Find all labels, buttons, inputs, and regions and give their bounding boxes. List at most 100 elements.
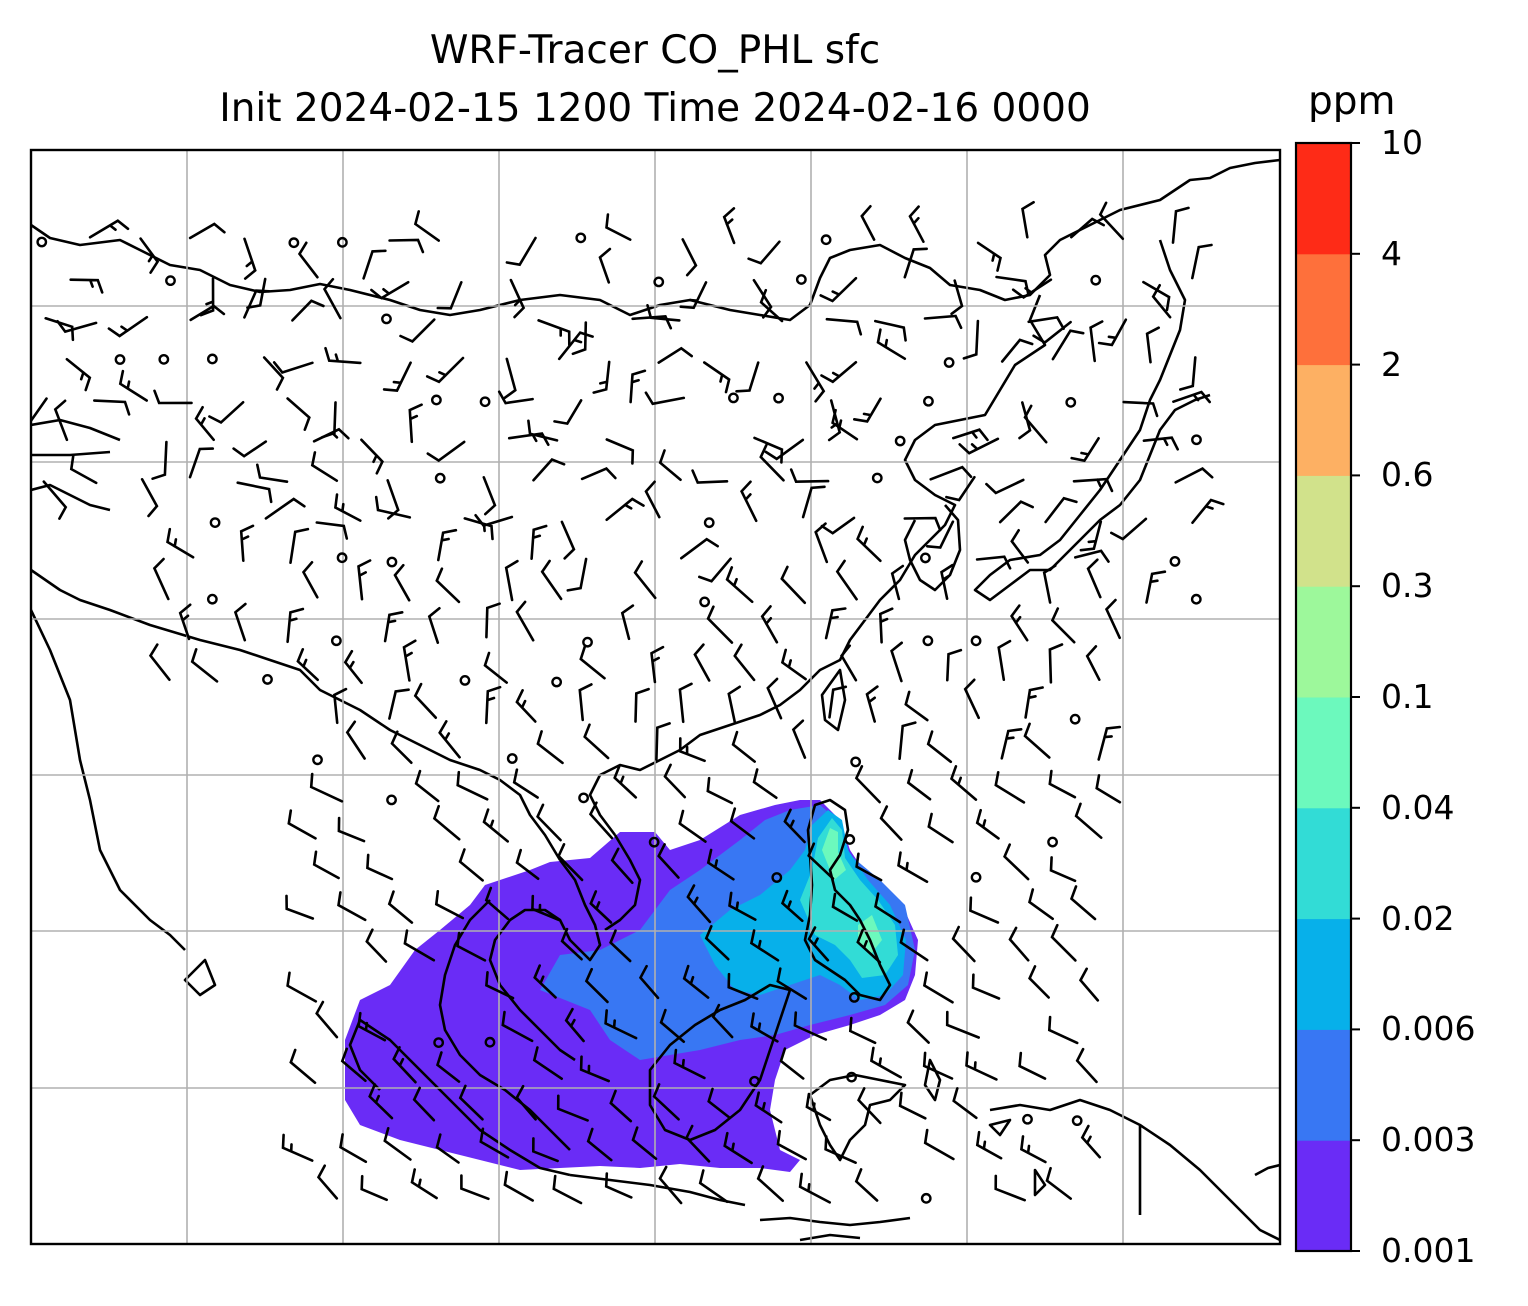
wind-barb <box>232 440 268 458</box>
wind-barb <box>435 1051 461 1083</box>
wind-barb <box>824 607 847 640</box>
wind-barb <box>456 931 487 962</box>
wind-barb <box>139 237 160 274</box>
coastline-india <box>31 568 562 997</box>
coastline-new-guinea <box>988 1098 1280 1242</box>
wind-barb <box>243 289 271 319</box>
wind-barb <box>310 451 339 482</box>
colorbar-unit-label: ppm <box>1308 79 1396 124</box>
wind-barb <box>485 602 501 639</box>
wind-barb <box>532 1046 563 1080</box>
wind-barb <box>897 851 929 883</box>
wind-barb <box>814 522 829 564</box>
wind-barb <box>337 816 366 843</box>
wind-barb <box>952 428 989 442</box>
wind-barb <box>403 929 436 962</box>
wind-barb <box>776 967 808 1000</box>
wind-barb <box>927 812 954 844</box>
colorbar-tick-label: 2 <box>1381 344 1402 384</box>
wind-barb <box>1095 774 1122 804</box>
wind-barb <box>749 929 780 962</box>
wind-barb <box>658 1165 683 1205</box>
wind-barb <box>793 1011 828 1041</box>
wind-barb <box>733 643 756 682</box>
coastline-java <box>569 1173 746 1207</box>
colorbar-tick-label: 4 <box>1381 233 1402 273</box>
wind-barb <box>69 454 98 485</box>
wind-barb <box>819 276 858 303</box>
wind-barb <box>609 1089 633 1123</box>
wind-barb <box>698 1169 729 1203</box>
wind-barb <box>343 649 363 685</box>
wind-barb <box>456 770 489 801</box>
wind-barb <box>339 1133 368 1164</box>
wind-barb <box>1191 243 1213 280</box>
wind-barb <box>1018 1051 1047 1080</box>
wind-barb <box>1085 645 1101 681</box>
wind-barb <box>140 478 159 518</box>
calm-wind-circle <box>434 472 446 484</box>
wind-barb <box>272 361 314 375</box>
wind-barb <box>426 440 466 463</box>
wind-barb <box>1122 400 1159 418</box>
wind-barb <box>975 808 1000 840</box>
calm-wind-circle <box>820 234 832 246</box>
wind-barb <box>460 1174 490 1201</box>
wind-barb <box>678 682 693 724</box>
wind-barb <box>613 764 638 799</box>
calm-wind-circle <box>871 472 883 484</box>
calm-wind-circle <box>1069 713 1081 725</box>
wind-barb <box>691 469 729 484</box>
wind-barb <box>760 605 779 644</box>
wind-barb <box>530 524 548 560</box>
coastline-lesser-sunda <box>759 1216 911 1242</box>
wind-barb <box>474 514 514 528</box>
wind-barb <box>604 1009 638 1040</box>
wind-barb <box>515 1084 537 1121</box>
wind-barb <box>312 427 350 443</box>
coastline-china-east <box>588 294 1047 836</box>
wind-barb <box>890 641 903 683</box>
wind-barb <box>1042 564 1057 604</box>
wind-barb <box>285 894 315 920</box>
wind-barb <box>264 497 306 520</box>
calm-wind-circle <box>773 392 784 404</box>
wind-barb <box>1048 643 1064 684</box>
wind-barb <box>65 357 92 392</box>
calm-wind-circle <box>894 435 906 447</box>
wind-barb <box>393 563 411 602</box>
wind-barb <box>940 563 954 600</box>
wind-barb <box>399 318 436 343</box>
wind-barb <box>962 319 980 360</box>
wind-barb <box>1045 1166 1072 1200</box>
wind-barb <box>707 1087 731 1119</box>
wind-barb <box>1070 217 1105 239</box>
wind-barb <box>1069 885 1097 921</box>
wind-barb <box>854 765 881 804</box>
wind-barb <box>584 967 609 1004</box>
wind-barb <box>484 886 510 921</box>
wind-barb <box>908 205 925 243</box>
wind-barb <box>44 317 75 342</box>
wind-barb <box>958 437 1000 455</box>
wind-barb <box>604 1172 633 1199</box>
colorbar <box>1294 141 1360 1253</box>
wind-barb <box>1179 356 1197 391</box>
wind-barb <box>1000 338 1034 363</box>
colorbar-segment <box>1296 586 1351 698</box>
wind-barb <box>533 964 557 999</box>
wind-barb <box>598 247 612 284</box>
wind-barb <box>681 238 698 277</box>
wind-barb <box>152 557 170 601</box>
wind-barb <box>725 566 754 604</box>
wind-barb <box>923 1128 955 1161</box>
wind-barb <box>324 346 362 365</box>
wind-barb <box>458 1084 484 1121</box>
wind-barb <box>588 801 614 840</box>
wind-barb <box>1018 401 1032 440</box>
wind-barb <box>388 238 425 254</box>
wind-barb <box>482 476 497 516</box>
wind-barb <box>360 1174 388 1202</box>
wind-barb <box>463 517 494 541</box>
